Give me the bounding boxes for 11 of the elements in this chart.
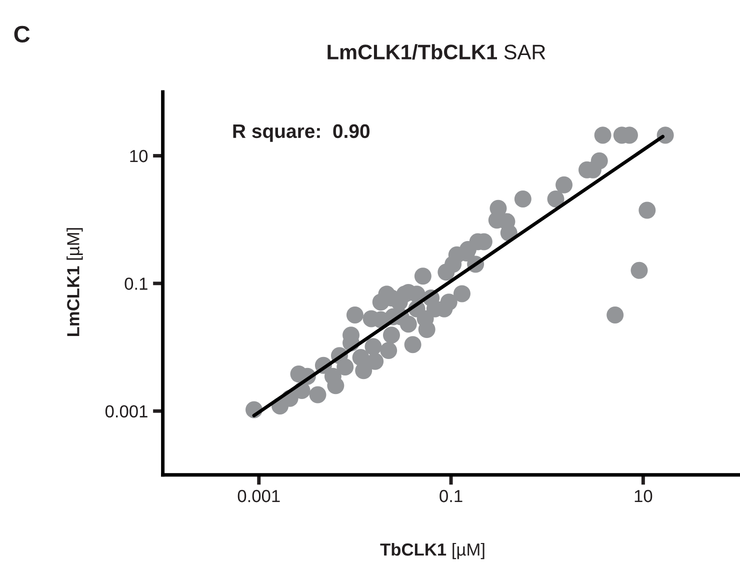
text: C [14,26,30,43]
y-tick-label: 0.1 [124,278,148,290]
y-tick-label: 0.001 [105,405,148,418]
y-axis-title: LmCLK1 [µM] [66,228,83,336]
chart-title: LmCLK1/TbCLK1 SAR [328,44,546,60]
x-tick-label: 0.1 [440,490,462,502]
y-tick-label: 10 [130,150,148,162]
x-tick-label: 0.001 [238,490,280,502]
x-axis-title: TbCLK1 [µM] [380,542,484,560]
annotation: R square: 0.90 [233,124,370,142]
x-tick-label: 10 [634,490,652,502]
